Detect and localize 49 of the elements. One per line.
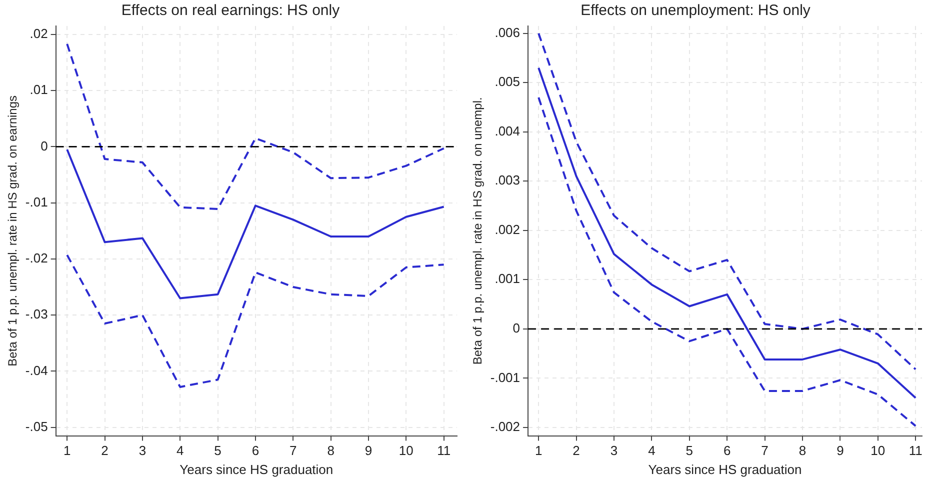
chart-title: Effects on real earnings: HS only xyxy=(121,2,340,20)
y-axis-title: Beta of 1 p.p. unempl. rate in HS grad. on earnings xyxy=(6,95,20,366)
x-tick-label: 8 xyxy=(798,443,806,458)
x-tick-label: 4 xyxy=(176,443,184,458)
line-series xyxy=(538,32,917,370)
line-series xyxy=(66,254,445,388)
x-tick-label: 4 xyxy=(648,443,656,458)
x-tick-label: 11 xyxy=(908,443,922,458)
x-tick-label: 5 xyxy=(686,443,694,458)
x-tick-label: 7 xyxy=(761,443,768,458)
x-tick-label: 3 xyxy=(138,443,146,458)
y-tick-label: 0 xyxy=(512,320,520,336)
y-axis-title: Beta of 1 p.p. unempl. rate in HS grad. on unempl. xyxy=(470,97,485,365)
y-tick-label: .002 xyxy=(494,222,520,237)
y-tick-label: .02 xyxy=(30,26,48,41)
x-tick-label: 6 xyxy=(252,443,260,458)
y-tick-label: 0 xyxy=(40,138,48,154)
y-tick-label: .003 xyxy=(494,172,520,188)
x-tick-label: 5 xyxy=(214,443,222,458)
x-tick-label: 9 xyxy=(836,443,844,458)
y-tick-label: .005 xyxy=(494,74,520,90)
x-tick-label: 9 xyxy=(364,443,372,458)
y-tick-label: -.001 xyxy=(490,370,520,385)
x-tick-label: 8 xyxy=(327,443,334,458)
y-tick-label: -.04 xyxy=(25,362,48,378)
x-tick-label: 3 xyxy=(610,443,618,458)
x-tick-label: 11 xyxy=(437,443,451,458)
line-series xyxy=(66,42,445,210)
x-tick-label: 7 xyxy=(290,443,297,458)
x-tick-label: 1 xyxy=(534,443,542,458)
x-tick-label: 1 xyxy=(63,443,71,458)
y-tick-label: .01 xyxy=(30,82,48,98)
y-tick-label: -.03 xyxy=(25,306,48,322)
y-tick-label: .004 xyxy=(494,123,520,138)
x-tick-label: 6 xyxy=(723,443,731,458)
y-tick-label: -.002 xyxy=(490,419,520,434)
x-tick-label: 2 xyxy=(572,443,580,458)
y-tick-label: -.05 xyxy=(25,418,48,434)
y-tick-label: .006 xyxy=(494,24,520,40)
chart-title: Effects on unemployment: HS only xyxy=(580,2,811,20)
x-axis-title: Years since HS graduation xyxy=(180,462,334,477)
y-tick-label: -.02 xyxy=(25,250,48,266)
x-tick-label: 10 xyxy=(398,443,414,458)
x-tick-label: 2 xyxy=(101,443,108,458)
x-tick-label: 10 xyxy=(870,443,886,458)
y-tick-label: .001 xyxy=(494,271,520,286)
x-axis-title: Years since HS graduation xyxy=(648,462,802,477)
y-tick-label: -.01 xyxy=(25,194,48,210)
line-series xyxy=(538,96,917,427)
